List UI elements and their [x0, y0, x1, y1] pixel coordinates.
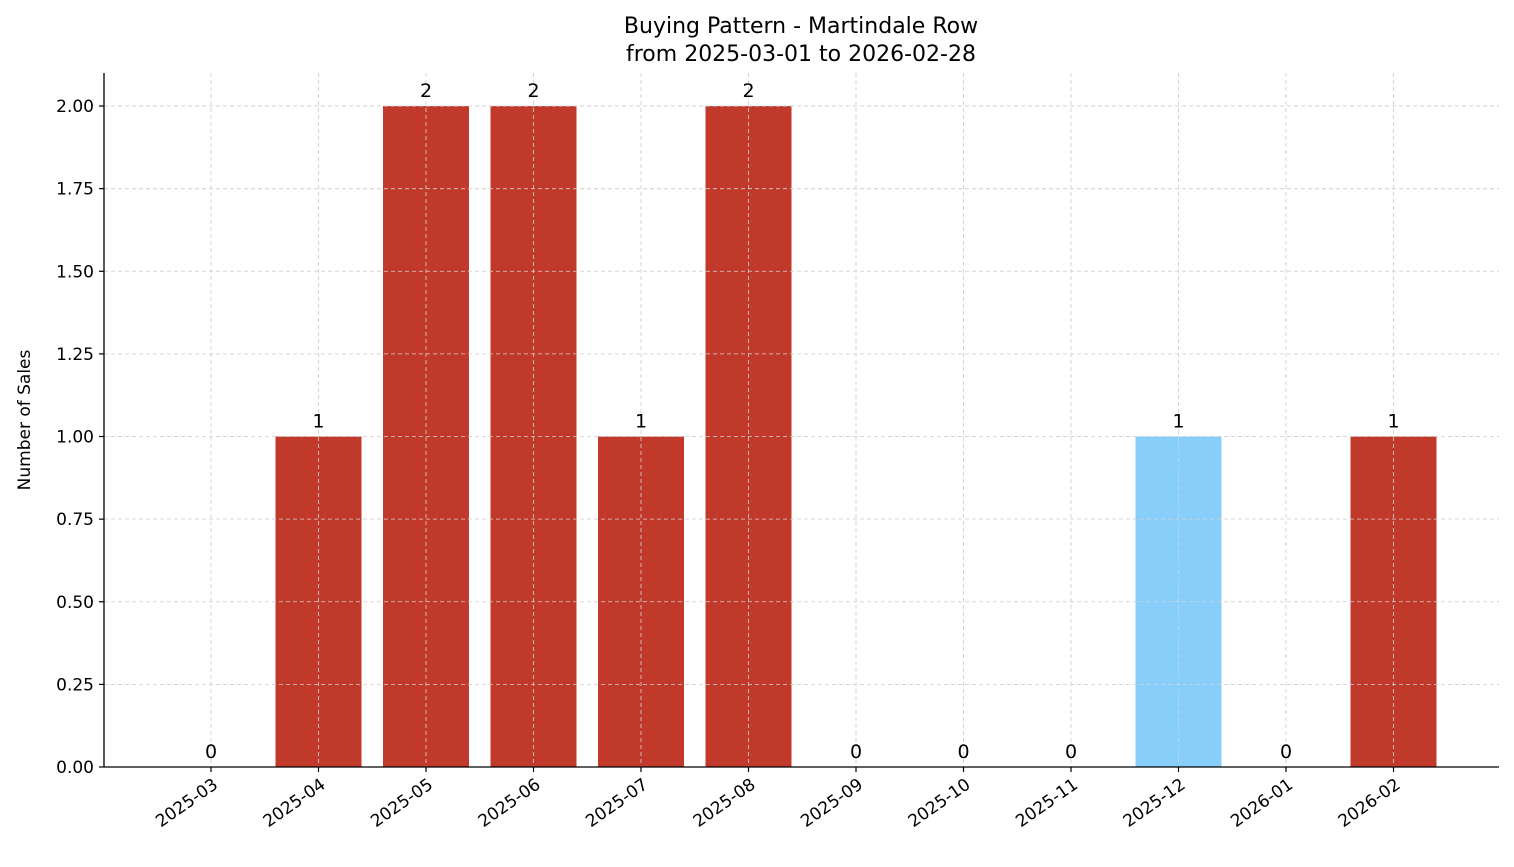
- x-tick-label: 2025-05: [367, 775, 437, 832]
- data-label-2025-04: 1: [312, 411, 324, 433]
- y-tick-label: 0.75: [56, 510, 94, 530]
- x-tick-label: 2025-12: [1120, 775, 1190, 832]
- x-tick-label: 2026-02: [1335, 775, 1405, 832]
- data-label-2025-09: 0: [850, 741, 862, 763]
- y-tick-label: 0.25: [56, 675, 94, 695]
- x-tick-label: 2025-08: [690, 775, 760, 832]
- y-tick-label: 1.25: [56, 345, 94, 365]
- data-label-2025-08: 2: [742, 80, 754, 102]
- x-tick-label: 2025-07: [582, 775, 652, 832]
- data-label-2025-12: 1: [1172, 411, 1184, 433]
- bar-layer: [104, 73, 1499, 768]
- y-tick-label: 1.00: [56, 428, 94, 448]
- x-tick-label: 2025-03: [152, 775, 222, 832]
- chart-title: Buying Pattern - Martindale Row: [624, 14, 978, 39]
- y-tick-label: 0.00: [56, 758, 94, 778]
- x-tick-label: 2025-11: [1012, 775, 1082, 832]
- data-label-2025-11: 0: [1065, 741, 1077, 763]
- y-tick-label: 0.50: [56, 593, 94, 613]
- y-tick-label: 1.50: [56, 262, 94, 282]
- y-axis-label: Number of Sales: [15, 349, 35, 490]
- data-label-2025-07: 1: [635, 411, 647, 433]
- x-tick-label: 2026-01: [1227, 775, 1297, 832]
- x-tick-label: 2025-09: [797, 775, 867, 832]
- y-tick-label: 1.75: [56, 180, 94, 200]
- data-label-2026-02: 1: [1387, 411, 1399, 433]
- x-tick-label: 2025-10: [905, 775, 975, 832]
- x-tick-label: 2025-06: [475, 775, 545, 832]
- data-label-2026-01: 0: [1280, 741, 1292, 763]
- x-tick-label: 2025-04: [260, 775, 330, 832]
- chart-subtitle: from 2025-03-01 to 2026-02-28: [626, 42, 976, 67]
- axis-layer: [99, 73, 1499, 772]
- y-tick-label: 2.00: [56, 97, 94, 117]
- data-label-2025-05: 2: [420, 80, 432, 102]
- data-label-2025-10: 0: [957, 741, 969, 763]
- data-label-2025-03: 0: [205, 741, 217, 763]
- data-label-2025-06: 2: [527, 80, 539, 102]
